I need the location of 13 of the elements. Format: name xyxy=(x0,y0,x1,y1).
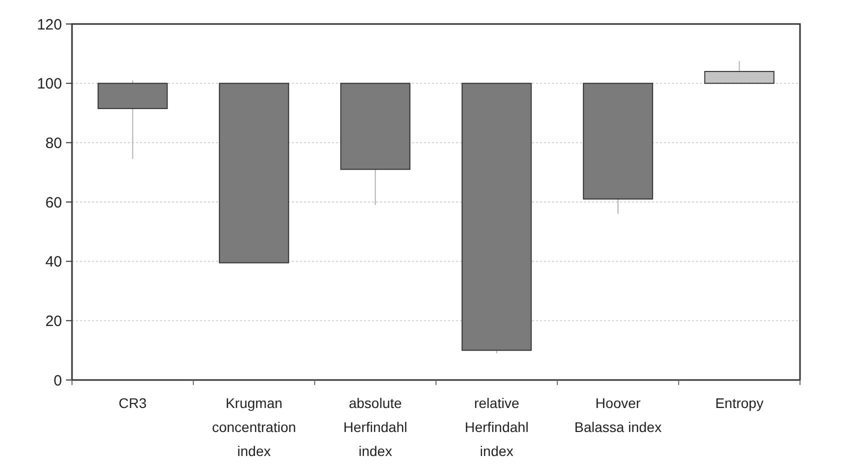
y-tick-label: 120 xyxy=(36,16,62,34)
y-tick-label: 40 xyxy=(45,254,62,271)
y-tick-label: 60 xyxy=(45,194,62,212)
x-tick-label: CR3 xyxy=(118,395,147,411)
x-tick-label: Entropy xyxy=(715,395,764,411)
y-tick-label: 20 xyxy=(45,312,62,330)
x-tick-label: Krugman concentration index xyxy=(212,395,296,459)
y-tick-label: 0 xyxy=(54,372,62,390)
y-tick-label: 80 xyxy=(45,134,62,152)
x-tick-label: relative Herfindahl index xyxy=(464,395,529,459)
y-tick-label: 100 xyxy=(36,76,62,93)
x-tick-label: Hoover Balassa index xyxy=(574,395,662,435)
x-tick-label: absolute Herfindahl index xyxy=(343,395,408,459)
